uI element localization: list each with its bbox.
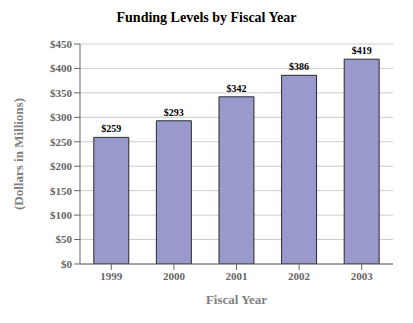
svg-text:2000: 2000 bbox=[163, 270, 186, 282]
svg-text:2002: 2002 bbox=[288, 270, 311, 282]
svg-text:$100: $100 bbox=[50, 209, 73, 221]
svg-text:$386: $386 bbox=[289, 61, 309, 72]
svg-text:$50: $50 bbox=[56, 233, 73, 245]
svg-text:$250: $250 bbox=[50, 136, 73, 148]
svg-text:2001: 2001 bbox=[226, 270, 248, 282]
svg-text:(Dollars in Millions): (Dollars in Millions) bbox=[11, 98, 26, 210]
svg-text:$450: $450 bbox=[50, 38, 73, 50]
svg-text:$350: $350 bbox=[50, 87, 73, 99]
svg-text:$200: $200 bbox=[50, 160, 73, 172]
svg-text:Fiscal Year: Fiscal Year bbox=[206, 292, 267, 307]
svg-text:$400: $400 bbox=[50, 62, 73, 74]
svg-text:$0: $0 bbox=[61, 258, 73, 270]
html-text:Funding Levels by Fiscal Year: Funding Levels by Fiscal Year bbox=[116, 10, 297, 25]
svg-text:$259: $259 bbox=[101, 123, 121, 134]
svg-text:2003: 2003 bbox=[351, 270, 374, 282]
svg-text:$293: $293 bbox=[164, 107, 184, 118]
svg-text:$300: $300 bbox=[50, 111, 73, 123]
svg-text:$342: $342 bbox=[226, 83, 246, 94]
svg-text:1999: 1999 bbox=[100, 270, 123, 282]
svg-text:$150: $150 bbox=[50, 185, 73, 197]
svg-text:$419: $419 bbox=[352, 45, 372, 56]
